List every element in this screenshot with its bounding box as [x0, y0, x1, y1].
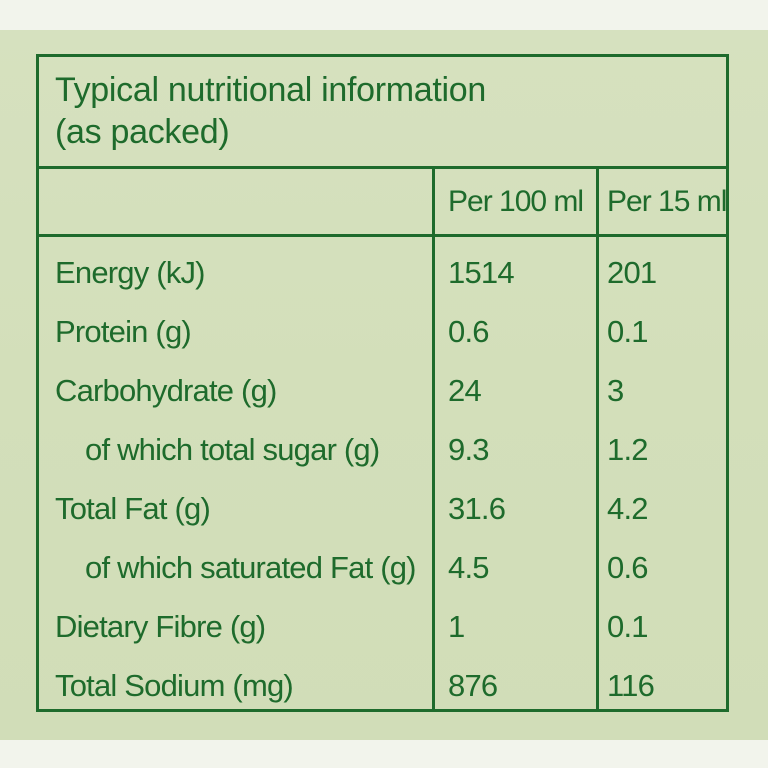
- value-per-100ml: 9.3: [448, 432, 489, 467]
- table-row: Carbohydrate (g) 24 3: [39, 361, 726, 420]
- column-divider: [432, 169, 435, 709]
- value-per-15ml: 4.2: [607, 491, 648, 526]
- table-body: Energy (kJ) 1514 201 Protein (g) 0.6 0.1…: [39, 237, 726, 715]
- nutrition-table: Typical nutritional information (as pack…: [36, 54, 729, 712]
- nutrient-name: of which saturated Fat (g): [85, 550, 417, 585]
- value-per-100ml: 4.5: [448, 550, 489, 585]
- value-per-100ml: 876: [448, 668, 498, 703]
- value-per-15ml: 116: [607, 668, 655, 703]
- nutrient-name: Total Sodium (mg): [55, 668, 294, 703]
- column-header-row: Per 100 ml Per 15 ml: [39, 169, 727, 237]
- table-row: Protein (g) 0.6 0.1: [39, 302, 726, 361]
- nutrient-name: Protein (g): [55, 314, 192, 349]
- label-panel: [0, 30, 768, 740]
- nutrient-name: Total Fat (g): [55, 491, 211, 526]
- value-per-15ml: 0.1: [607, 609, 648, 644]
- table-row: Dietary Fibre (g) 1 0.1: [39, 597, 726, 656]
- table-row: Energy (kJ) 1514 201: [39, 243, 726, 302]
- nutrient-name: Dietary Fibre (g): [55, 609, 266, 644]
- value-per-15ml: 1.2: [607, 432, 648, 467]
- value-per-100ml: 24: [448, 373, 482, 408]
- value-per-15ml: 0.6: [607, 550, 648, 585]
- column-header-per-15ml: Per 15 ml: [607, 185, 727, 218]
- column-divider: [596, 169, 599, 709]
- table-title: Typical nutritional information (as pack…: [39, 57, 726, 169]
- title-line: Typical nutritional information: [55, 71, 487, 109]
- value-per-100ml: 0.6: [448, 314, 489, 349]
- value-per-100ml: 1514: [448, 255, 515, 290]
- value-per-100ml: 1: [448, 609, 465, 644]
- value-per-100ml: 31.6: [448, 491, 506, 526]
- column-header-per-100ml: Per 100 ml: [448, 185, 584, 218]
- value-per-15ml: 3: [607, 373, 624, 408]
- table-row: of which total sugar (g) 9.3 1.2: [39, 420, 726, 479]
- value-per-15ml: 201: [607, 255, 657, 290]
- nutrient-name: of which total sugar (g): [85, 432, 380, 467]
- table-row: Total Sodium (mg) 876 116: [39, 656, 726, 715]
- nutrient-name: Carbohydrate (g): [55, 373, 277, 408]
- value-per-15ml: 0.1: [607, 314, 648, 349]
- table-row: Total Fat (g) 31.6 4.2: [39, 479, 726, 538]
- title-subline: (as packed): [55, 113, 230, 151]
- table-row: of which saturated Fat (g) 4.5 0.6: [39, 538, 726, 597]
- nutrient-name: Energy (kJ): [55, 255, 205, 290]
